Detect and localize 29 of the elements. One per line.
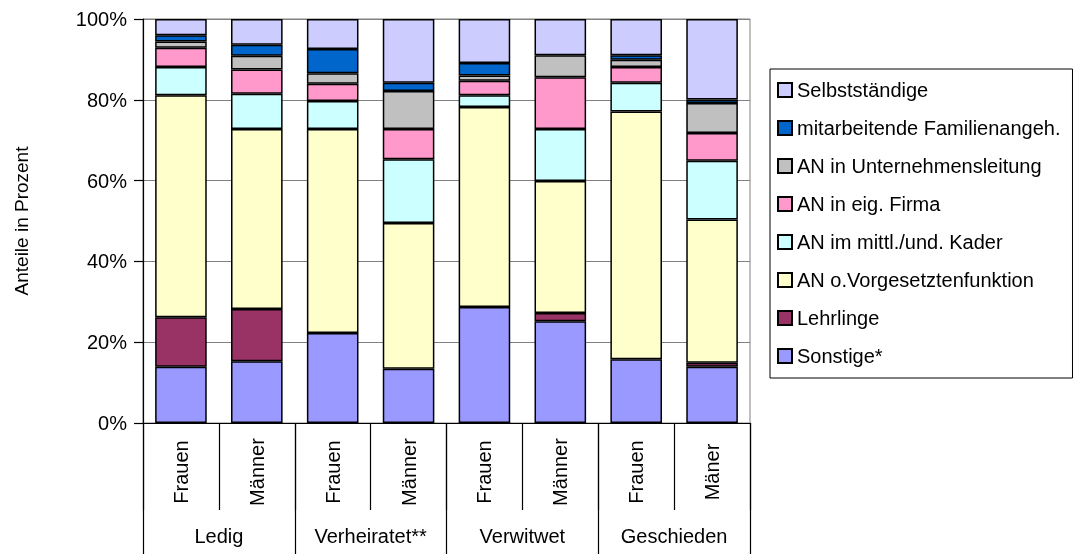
y-tick-label: 20% [86,331,128,354]
y-tick-label: 100% [75,8,128,30]
y-tick-label: 0% [98,412,128,434]
bar [686,19,738,100]
x-tick-label: Frauen [625,440,648,504]
legend-label: Lehrlinge [797,307,880,329]
legend-label: Sonstige* [797,345,883,367]
x-tick-label: Frauen [169,440,192,504]
x-tick-label: Frauen [321,440,344,504]
x-tick-label: Männer [549,437,572,506]
legend-label: AN im mittl./und. Kader [797,231,1003,253]
legend-label: AN in Unternehmensleitung [797,155,1042,177]
x-tick-label: Mäner [701,443,724,501]
text: Verwitwet [479,525,566,547]
y-tick-label: 80% [86,88,128,111]
x-tick-label: Männer [397,437,420,506]
y-axis-title: Anteile in Prozent [11,145,32,296]
legend-label: AN o.Vorgesetztenfunktion [797,269,1034,291]
x-tick-label: Frauen [473,440,496,504]
bar [610,19,662,56]
text: Verheiratet** [314,525,427,547]
y-tick-label: 40% [86,250,128,273]
y-tick-label: 60% [86,169,128,192]
legend-label: mitarbeitende Familienangeh. [797,117,1061,139]
text: Ledig [194,525,244,547]
legend-label: AN in eig. Firma [797,193,942,215]
x-tick-label: Männer [245,437,268,506]
legend-label: Selbstständige [797,79,929,101]
text: Geschieden [620,525,728,547]
